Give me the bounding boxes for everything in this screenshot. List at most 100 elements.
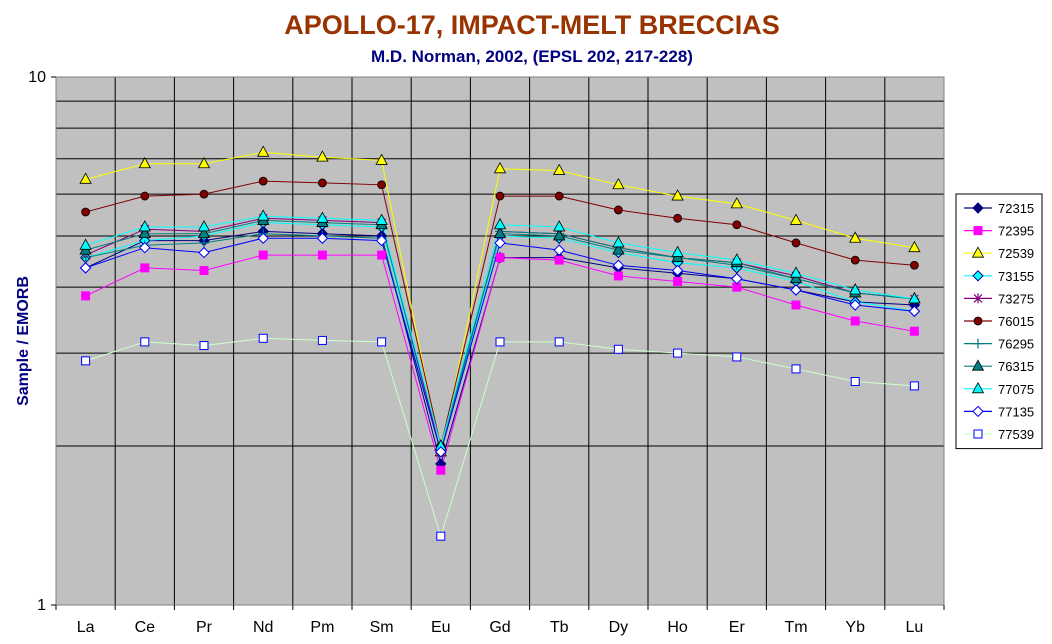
- chart-subtitle: M.D. Norman, 2002, (EPSL 202, 217-228): [371, 47, 693, 66]
- data-point-77539: [613, 344, 623, 354]
- data-point-72539: [493, 162, 507, 174]
- data-point-76015: [377, 180, 387, 190]
- data-point-77539: [554, 337, 564, 347]
- data-point-76015: [791, 238, 801, 248]
- x-tick-label: Tm: [784, 619, 807, 636]
- data-point-77135: [198, 246, 210, 259]
- legend-label-73275: 73275: [998, 291, 1034, 306]
- data-point-72395: [317, 250, 327, 260]
- data-point-72395: [199, 266, 209, 276]
- data-point-77135: [494, 237, 506, 249]
- data-point-77135: [553, 244, 565, 256]
- data-point-76015: [81, 207, 90, 217]
- x-tick-label: Nd: [253, 619, 273, 636]
- data-point-76015: [317, 178, 327, 188]
- legend-marker-72539: [971, 246, 985, 258]
- data-point-72395: [495, 253, 505, 263]
- data-point-72539: [79, 172, 92, 184]
- data-point-76015: [673, 213, 682, 223]
- data-point-77075: [375, 213, 388, 225]
- x-tick-label: Eu: [431, 619, 451, 636]
- data-point-77135: [375, 234, 388, 247]
- data-point-77075: [849, 283, 862, 295]
- data-point-76015: [614, 205, 623, 215]
- data-point-77075: [257, 209, 270, 221]
- data-point-77135: [435, 446, 447, 458]
- legend-label-76315: 76315: [998, 359, 1034, 374]
- data-point-72539: [197, 156, 211, 169]
- legend-marker-72315: [972, 202, 984, 214]
- data-point-77539: [673, 348, 683, 358]
- data-point-72395: [673, 276, 683, 286]
- x-tick-label: Sm: [370, 619, 394, 636]
- data-point-77075: [789, 266, 803, 278]
- x-tick-label: La: [77, 619, 95, 636]
- data-point-77135: [790, 284, 802, 296]
- data-point-72395: [554, 255, 564, 265]
- data-point-72539: [375, 153, 388, 165]
- data-point-76015: [140, 191, 150, 201]
- legend-marker-72395: [973, 226, 983, 236]
- legend-marker-77075: [971, 381, 985, 394]
- data-point-77075: [197, 220, 211, 232]
- data-point-77539: [377, 337, 387, 347]
- data-point-72539: [316, 150, 329, 162]
- data-point-77135: [612, 259, 625, 271]
- data-point-76015: [554, 191, 564, 201]
- data-point-77539: [909, 381, 919, 391]
- data-point-72395: [377, 250, 387, 260]
- y-tick-label: 1: [37, 597, 46, 614]
- data-point-76315: [197, 226, 211, 239]
- data-point-72395: [81, 291, 91, 301]
- data-point-77539: [495, 337, 505, 347]
- data-point-72539: [257, 145, 270, 157]
- data-point-77539: [199, 341, 209, 351]
- data-point-77075: [612, 236, 625, 248]
- data-point-77135: [257, 232, 269, 244]
- x-tick-label: Lu: [906, 619, 924, 636]
- legend-label-72315: 72315: [998, 201, 1034, 216]
- plot-area: La Ce Pr Nd Pm Sm Eu Gd Tb Dy Ho Er Tm Yb Lu 1 10: [28, 69, 945, 636]
- data-point-76015: [199, 189, 209, 199]
- legend-label-77135: 77135: [998, 404, 1034, 419]
- legend-label-76015: 76015: [998, 314, 1034, 329]
- legend-label-72539: 72539: [998, 246, 1034, 261]
- data-point-72395: [258, 250, 268, 260]
- x-tick-label: Ho: [667, 619, 688, 636]
- data-point-76015: [732, 220, 742, 230]
- data-point-77135: [316, 232, 329, 244]
- x-tick-label: Dy: [609, 619, 629, 636]
- data-point-72539: [138, 156, 151, 169]
- x-tick-label: Pr: [196, 619, 213, 636]
- y-tick-label: 10: [28, 69, 46, 86]
- data-point-77075: [553, 220, 566, 232]
- data-point-76015: [495, 191, 505, 201]
- data-point-77539: [140, 337, 150, 347]
- plot-border: [55, 76, 945, 606]
- data-point-72539: [908, 240, 921, 253]
- data-point-77539: [732, 352, 742, 362]
- x-tick-label: Yb: [845, 619, 865, 636]
- legend-label-77539: 77539: [998, 427, 1034, 442]
- data-point-76315: [553, 229, 566, 241]
- data-point-77539: [436, 531, 446, 541]
- legend-label-73155: 73155: [998, 269, 1034, 284]
- data-point-77075: [730, 253, 743, 265]
- data-point-77075: [493, 217, 507, 230]
- data-point-77075: [316, 211, 329, 223]
- data-point-72395: [436, 465, 446, 475]
- data-point-77539: [850, 377, 860, 387]
- x-tick-label: Pm: [310, 619, 334, 636]
- data-point-77075: [908, 292, 921, 304]
- data-point-72395: [850, 316, 860, 326]
- data-point-77539: [81, 356, 91, 366]
- data-point-72539: [849, 231, 862, 243]
- data-point-72395: [140, 263, 150, 273]
- data-point-76015: [258, 176, 268, 186]
- data-point-77135: [731, 272, 743, 285]
- data-point-76315: [138, 226, 151, 239]
- data-point-77539: [258, 333, 268, 343]
- data-point-77539: [317, 335, 327, 345]
- legend-label-72395: 72395: [998, 224, 1034, 239]
- data-point-76015: [850, 255, 860, 265]
